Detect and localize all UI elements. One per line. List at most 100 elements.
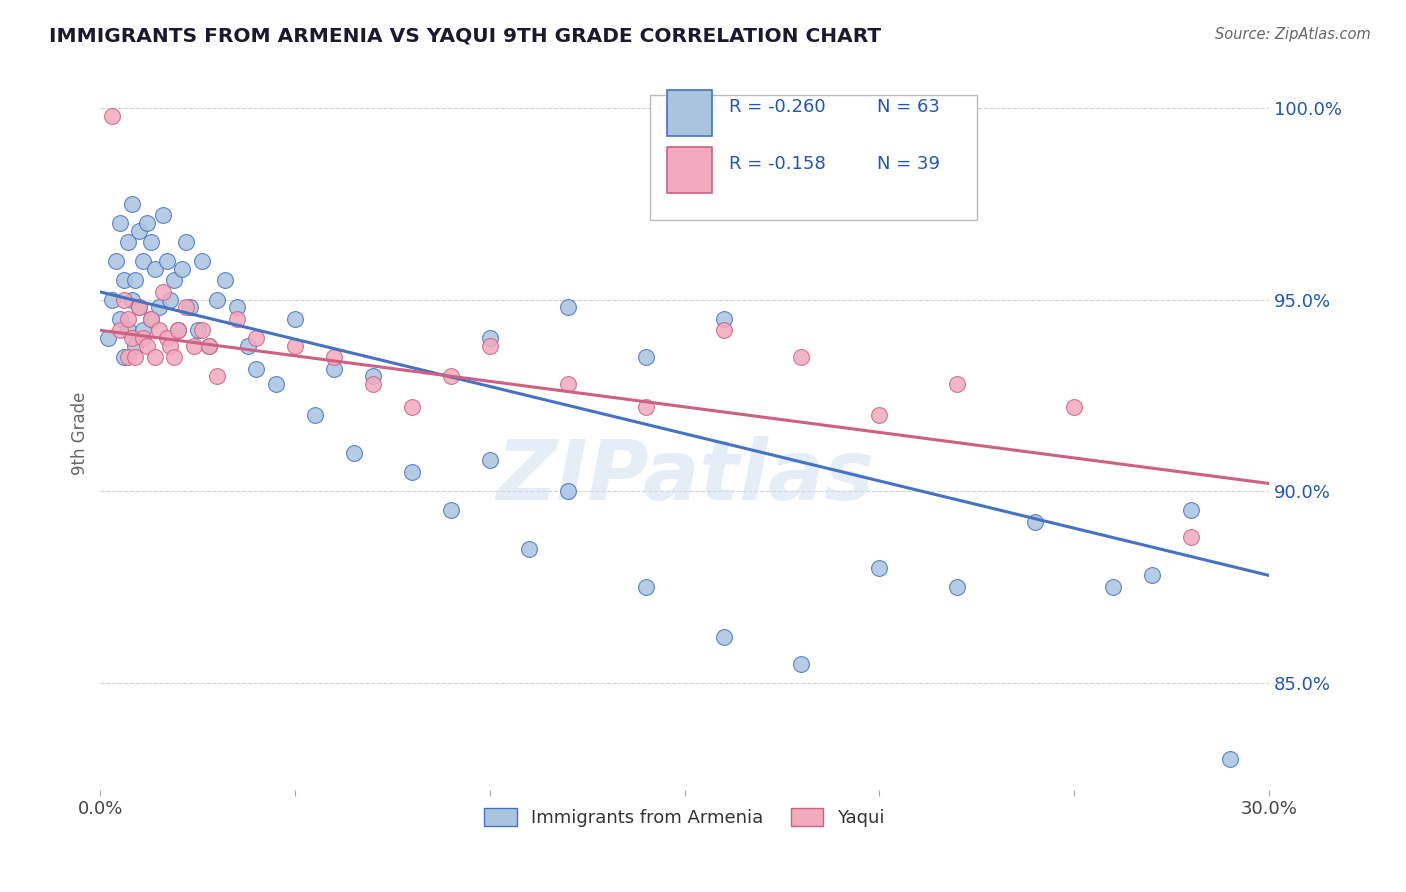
- FancyBboxPatch shape: [666, 90, 711, 136]
- Point: [112, 293, 135, 307]
- Text: N = 63: N = 63: [877, 98, 941, 116]
- Point: [139, 311, 162, 326]
- Point: [946, 376, 969, 391]
- Point: [1180, 530, 1202, 544]
- Point: [245, 331, 267, 345]
- Point: [179, 300, 201, 314]
- Point: [167, 323, 190, 337]
- Point: [1219, 752, 1241, 766]
- Point: [478, 338, 501, 352]
- Point: [557, 376, 579, 391]
- Point: [159, 293, 181, 307]
- Point: [132, 254, 155, 268]
- Point: [264, 376, 287, 391]
- Point: [868, 560, 890, 574]
- Point: [143, 262, 166, 277]
- Point: [183, 338, 205, 352]
- Point: [172, 262, 194, 277]
- Point: [205, 369, 228, 384]
- Point: [205, 293, 228, 307]
- Text: N = 39: N = 39: [877, 155, 941, 173]
- Legend: Immigrants from Armenia, Yaqui: Immigrants from Armenia, Yaqui: [477, 801, 893, 834]
- Point: [1102, 580, 1125, 594]
- Point: [121, 293, 143, 307]
- Point: [128, 300, 150, 314]
- Point: [121, 331, 143, 345]
- Point: [198, 338, 221, 352]
- Point: [97, 331, 120, 345]
- Point: [124, 338, 146, 352]
- Point: [117, 350, 139, 364]
- Text: R = -0.260: R = -0.260: [730, 98, 825, 116]
- Point: [342, 446, 364, 460]
- FancyBboxPatch shape: [666, 147, 711, 194]
- Point: [121, 197, 143, 211]
- Point: [117, 311, 139, 326]
- Point: [517, 541, 540, 556]
- Point: [790, 657, 813, 671]
- Point: [440, 503, 463, 517]
- Point: [155, 254, 177, 268]
- Point: [1024, 515, 1046, 529]
- Point: [1140, 568, 1163, 582]
- Point: [361, 369, 384, 384]
- Point: [136, 338, 159, 352]
- Point: [112, 273, 135, 287]
- Point: [139, 311, 162, 326]
- Point: [1180, 503, 1202, 517]
- Point: [245, 361, 267, 376]
- Point: [112, 350, 135, 364]
- Point: [155, 331, 177, 345]
- Point: [790, 350, 813, 364]
- Point: [713, 323, 735, 337]
- Point: [198, 338, 221, 352]
- Point: [108, 311, 131, 326]
- Point: [152, 285, 174, 299]
- Point: [139, 235, 162, 249]
- Point: [101, 109, 124, 123]
- Point: [238, 338, 260, 352]
- Point: [117, 323, 139, 337]
- Point: [148, 323, 170, 337]
- Point: [478, 453, 501, 467]
- Point: [132, 323, 155, 337]
- Point: [440, 369, 463, 384]
- Point: [143, 350, 166, 364]
- Point: [174, 300, 197, 314]
- Point: [713, 311, 735, 326]
- Point: [128, 300, 150, 314]
- Point: [557, 300, 579, 314]
- Point: [132, 331, 155, 345]
- Point: [108, 216, 131, 230]
- Text: Source: ZipAtlas.com: Source: ZipAtlas.com: [1215, 27, 1371, 42]
- Point: [401, 400, 423, 414]
- Point: [190, 323, 212, 337]
- Point: [284, 311, 307, 326]
- Point: [225, 311, 247, 326]
- FancyBboxPatch shape: [650, 95, 977, 220]
- Point: [323, 361, 346, 376]
- Point: [225, 300, 247, 314]
- Point: [946, 580, 969, 594]
- Point: [868, 408, 890, 422]
- Point: [128, 224, 150, 238]
- Point: [713, 630, 735, 644]
- Point: [124, 273, 146, 287]
- Point: [401, 465, 423, 479]
- Point: [163, 273, 186, 287]
- Point: [159, 338, 181, 352]
- Point: [1063, 400, 1085, 414]
- Point: [117, 235, 139, 249]
- Point: [108, 323, 131, 337]
- Point: [634, 350, 657, 364]
- Point: [167, 323, 190, 337]
- Point: [136, 216, 159, 230]
- Point: [190, 254, 212, 268]
- Point: [361, 376, 384, 391]
- Point: [152, 208, 174, 222]
- Point: [214, 273, 236, 287]
- Point: [163, 350, 186, 364]
- Text: ZIPatlas: ZIPatlas: [496, 436, 873, 517]
- Point: [634, 400, 657, 414]
- Text: R = -0.158: R = -0.158: [730, 155, 825, 173]
